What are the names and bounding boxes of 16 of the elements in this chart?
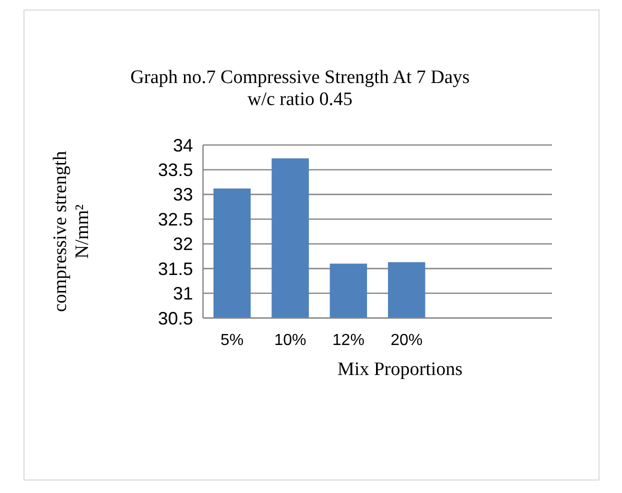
chart-subtitle: w/c ratio 0.45 — [247, 89, 353, 110]
y-tick-label: 33 — [172, 184, 193, 205]
x-tick-label: 20% — [390, 332, 423, 349]
y-tick-label: 31.5 — [158, 258, 193, 279]
x-tick-label: 12% — [332, 332, 364, 349]
chart-title: Graph no.7 Compressive Strength At 7 Days — [130, 67, 470, 88]
y-tick-label: 32.5 — [158, 209, 193, 230]
y-tick-label: 34 — [172, 135, 193, 156]
y-tick-label: 30.5 — [158, 308, 193, 328]
y-tick-label: 32 — [172, 234, 193, 254]
x-tick-label: 10% — [274, 332, 306, 349]
y-axis-title: compressive strength N/mm² — [50, 150, 94, 312]
y-tick-label: 33.5 — [158, 160, 193, 180]
y-tick-label: 31 — [172, 284, 193, 304]
x-tick-label: 5% — [220, 332, 244, 349]
x-axis-title: Mix Proportions — [337, 359, 463, 380]
